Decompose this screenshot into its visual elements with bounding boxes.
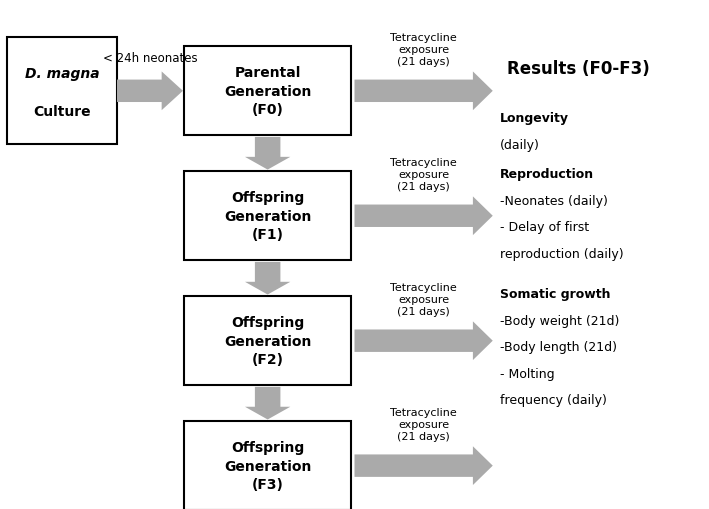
Text: Tetracycline
exposure
(21 days): Tetracycline exposure (21 days) (390, 158, 457, 192)
Text: D. magna: D. magna (25, 67, 99, 81)
Text: -Neonates (daily): -Neonates (daily) (500, 194, 608, 207)
Text: Longevity: Longevity (500, 112, 569, 125)
FancyBboxPatch shape (7, 38, 117, 145)
Text: < 24h neonates: < 24h neonates (103, 52, 197, 65)
Text: Tetracycline
exposure
(21 days): Tetracycline exposure (21 days) (390, 33, 457, 67)
Text: Offspring
Generation
(F2): Offspring Generation (F2) (224, 316, 311, 366)
Text: Tetracycline
exposure
(21 days): Tetracycline exposure (21 days) (390, 407, 457, 441)
Polygon shape (354, 72, 493, 111)
Text: (daily): (daily) (500, 138, 540, 151)
Text: Somatic growth: Somatic growth (500, 288, 610, 300)
Text: -Body weight (21d): -Body weight (21d) (500, 314, 619, 327)
Text: - Molting: - Molting (500, 367, 554, 380)
FancyBboxPatch shape (184, 172, 351, 261)
Text: Offspring
Generation
(F1): Offspring Generation (F1) (224, 191, 311, 242)
FancyBboxPatch shape (184, 296, 351, 386)
Polygon shape (245, 263, 291, 295)
FancyBboxPatch shape (184, 421, 351, 509)
Text: Tetracycline
exposure
(21 days): Tetracycline exposure (21 days) (390, 282, 457, 317)
Text: Results (F0-F3): Results (F0-F3) (507, 60, 649, 78)
Text: - Delay of first: - Delay of first (500, 221, 589, 234)
FancyBboxPatch shape (184, 47, 351, 136)
Text: Reproduction: Reproduction (500, 168, 594, 181)
Text: frequency (daily): frequency (daily) (500, 393, 607, 406)
Polygon shape (245, 138, 291, 170)
Text: reproduction (daily): reproduction (daily) (500, 247, 623, 260)
Polygon shape (117, 72, 183, 111)
Text: -Body length (21d): -Body length (21d) (500, 341, 617, 353)
Text: Culture: Culture (33, 105, 91, 119)
Text: Parental
Generation
(F0): Parental Generation (F0) (224, 66, 311, 117)
Polygon shape (354, 446, 493, 485)
Text: Offspring
Generation
(F3): Offspring Generation (F3) (224, 440, 311, 491)
Polygon shape (354, 322, 493, 360)
Polygon shape (354, 197, 493, 236)
Polygon shape (245, 387, 291, 419)
